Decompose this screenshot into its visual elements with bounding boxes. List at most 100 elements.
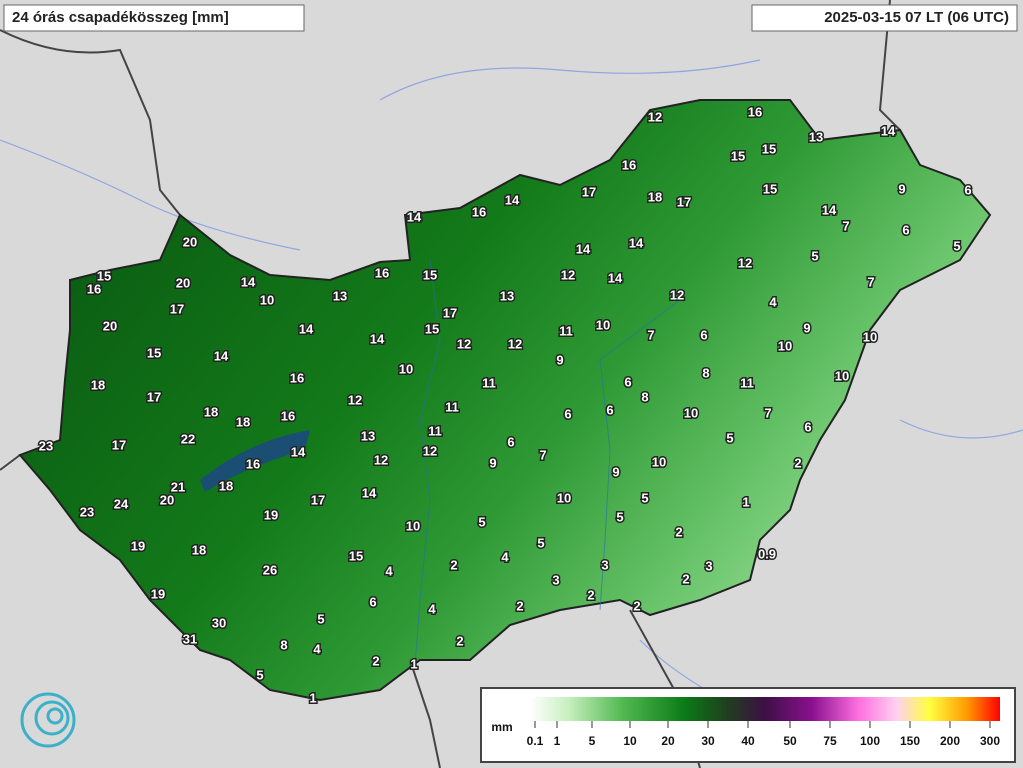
station-value: 14 bbox=[214, 348, 229, 363]
station-value: 10 bbox=[684, 405, 698, 420]
station-value: 8 bbox=[641, 389, 648, 404]
station-value: 15 bbox=[423, 267, 437, 282]
station-value: 4 bbox=[769, 294, 777, 309]
station-value: 4 bbox=[313, 641, 321, 656]
station-value: 5 bbox=[478, 514, 485, 529]
station-value: 10 bbox=[652, 454, 666, 469]
station-value: 0.9 bbox=[758, 546, 776, 561]
station-value: 2 bbox=[450, 557, 457, 572]
station-value: 5 bbox=[537, 535, 544, 550]
station-value: 16 bbox=[87, 281, 101, 296]
station-value: 14 bbox=[505, 192, 520, 207]
legend-tick-label: 75 bbox=[823, 734, 837, 748]
station-value: 18 bbox=[204, 404, 218, 419]
station-value: 30 bbox=[212, 615, 226, 630]
station-value: 11 bbox=[559, 323, 573, 338]
country-fill bbox=[18, 99, 992, 702]
station-value: 2 bbox=[675, 524, 682, 539]
station-value: 18 bbox=[236, 414, 250, 429]
station-value: 14 bbox=[370, 331, 385, 346]
station-value: 12 bbox=[423, 443, 437, 458]
station-value: 14 bbox=[629, 235, 644, 250]
station-value: 11 bbox=[740, 375, 754, 390]
station-value: 12 bbox=[374, 452, 388, 467]
station-value: 20 bbox=[160, 492, 174, 507]
station-value: 15 bbox=[731, 148, 745, 163]
station-value: 12 bbox=[738, 255, 752, 270]
station-value: 9 bbox=[489, 455, 496, 470]
station-value: 10 bbox=[863, 329, 877, 344]
station-value: 14 bbox=[608, 270, 623, 285]
station-value: 16 bbox=[748, 104, 762, 119]
station-value: 6 bbox=[507, 434, 514, 449]
station-value: 12 bbox=[457, 336, 471, 351]
station-value: 14 bbox=[362, 485, 377, 500]
station-value: 5 bbox=[641, 490, 648, 505]
legend-tick-label: 300 bbox=[980, 734, 1000, 748]
station-value: 10 bbox=[596, 317, 610, 332]
station-value: 2 bbox=[516, 598, 523, 613]
title: 24 órás csapadékösszeg [mm] bbox=[12, 9, 229, 26]
station-value: 6 bbox=[564, 406, 571, 421]
logo bbox=[20, 692, 76, 748]
station-value: 2 bbox=[633, 598, 640, 613]
station-value: 14 bbox=[576, 241, 591, 256]
station-value: 11 bbox=[428, 423, 442, 438]
station-value: 23 bbox=[80, 504, 94, 519]
station-value: 7 bbox=[867, 274, 874, 289]
timestamp: 2025-03-15 07 LT (06 UTC) bbox=[824, 9, 1009, 26]
station-value: 3 bbox=[601, 557, 608, 572]
station-value: 7 bbox=[539, 447, 546, 462]
station-value: 19 bbox=[151, 586, 165, 601]
station-value: 20 bbox=[103, 318, 117, 333]
station-value: 6 bbox=[804, 419, 811, 434]
station-value: 6 bbox=[624, 374, 631, 389]
station-value: 14 bbox=[291, 444, 306, 459]
station-value: 10 bbox=[260, 292, 274, 307]
station-value: 6 bbox=[700, 327, 707, 342]
station-value: 12 bbox=[670, 287, 684, 302]
station-value: 2 bbox=[794, 455, 801, 470]
station-value: 15 bbox=[349, 548, 363, 563]
station-value: 16 bbox=[472, 204, 486, 219]
station-value: 4 bbox=[501, 549, 509, 564]
station-value: 14 bbox=[881, 123, 896, 138]
station-value: 13 bbox=[809, 129, 823, 144]
station-value: 1 bbox=[742, 494, 749, 509]
station-value: 11 bbox=[482, 375, 496, 390]
legend-tick-label: 100 bbox=[860, 734, 880, 748]
station-value: 2 bbox=[372, 653, 379, 668]
station-value: 16 bbox=[281, 408, 295, 423]
station-value: 2 bbox=[587, 587, 594, 602]
station-value: 12 bbox=[348, 392, 362, 407]
station-value: 16 bbox=[622, 157, 636, 172]
station-value: 6 bbox=[902, 222, 909, 237]
station-value: 18 bbox=[648, 189, 662, 204]
station-value: 1 bbox=[410, 656, 417, 671]
station-value: 17 bbox=[677, 194, 691, 209]
station-value: 26 bbox=[263, 562, 277, 577]
legend-tick-label: 1 bbox=[554, 734, 561, 748]
title-box bbox=[3, 4, 305, 32]
station-value: 14 bbox=[299, 321, 314, 336]
station-value: 9 bbox=[803, 320, 810, 335]
station-value: 6 bbox=[964, 182, 971, 197]
station-value: 5 bbox=[811, 248, 818, 263]
legend-tick-label: 30 bbox=[701, 734, 715, 748]
station-value: 9 bbox=[898, 181, 905, 196]
station-value: 3 bbox=[552, 572, 559, 587]
station-value: 13 bbox=[500, 288, 514, 303]
legend-tick-label: 10 bbox=[623, 734, 637, 748]
station-value: 6 bbox=[369, 594, 376, 609]
station-value: 7 bbox=[842, 218, 849, 233]
station-value: 2 bbox=[456, 633, 463, 648]
station-value: 10 bbox=[557, 490, 571, 505]
station-value: 2 bbox=[682, 571, 689, 586]
station-value: 8 bbox=[702, 365, 709, 380]
legend-tick-label: 50 bbox=[783, 734, 797, 748]
legend-tick-label: 5 bbox=[589, 734, 596, 748]
station-value: 12 bbox=[648, 109, 662, 124]
station-value: 17 bbox=[311, 492, 325, 507]
station-value: 9 bbox=[556, 352, 563, 367]
station-value: 16 bbox=[290, 370, 304, 385]
